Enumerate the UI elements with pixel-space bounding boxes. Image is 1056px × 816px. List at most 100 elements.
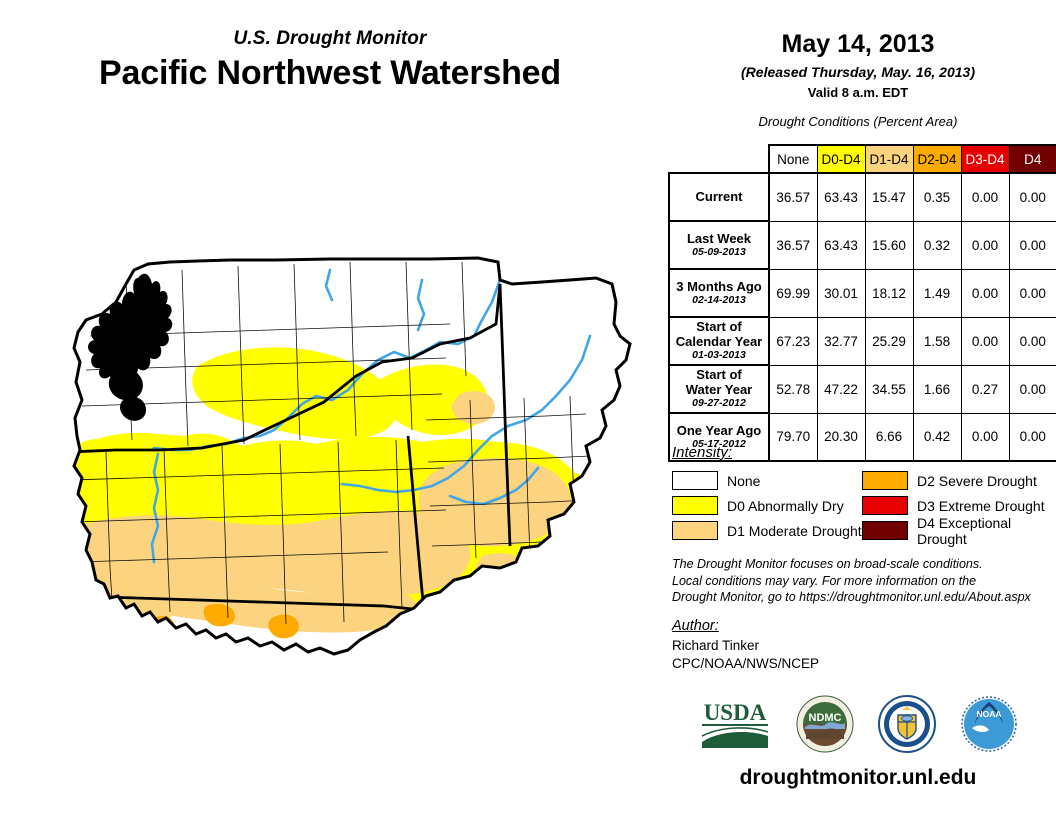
- table-cell: 0.00: [960, 220, 1010, 270]
- legend-swatch: [862, 521, 908, 540]
- map-subtitle: U.S. Drought Monitor: [233, 28, 427, 49]
- table-cell: 1.49: [912, 268, 962, 318]
- legend-swatch: [672, 521, 718, 540]
- table-cell: 30.01: [816, 268, 866, 318]
- map-panel: U.S. Drought Monitor Pacific Northwest W…: [0, 28, 660, 680]
- usda-logo: USDA: [698, 696, 772, 757]
- legend-item: D1 Moderate Drought: [672, 521, 862, 540]
- legend-grid: None D2 Severe Drought D0 Abnormally Dry D3…: [672, 468, 1052, 547]
- row-label-name: Current: [695, 188, 743, 204]
- table-row: 3 Months Ago 02-14-2013 69.99 30.01 18.12 1.4…: [668, 268, 1056, 318]
- legend-swatch: [672, 471, 718, 490]
- table-cell: 36.57: [768, 220, 818, 270]
- legend-item: None: [672, 471, 862, 490]
- legend-item: D4 Exceptional Drought: [862, 515, 1052, 547]
- author-affiliation: CPC/NOAA/NWS/NCEP: [672, 656, 820, 672]
- legend-item: D2 Severe Drought: [862, 471, 1052, 490]
- site-url[interactable]: droughtmonitor.unl.edu: [739, 766, 977, 789]
- table-cell: 0.00: [960, 268, 1010, 318]
- table-cell: 0.35: [912, 172, 962, 222]
- row-label-date: 05-17-2012: [692, 437, 746, 450]
- drought-conditions-table: None D0-D4 D1-D4 D2-D4 D3-D4 D4 Current 36.57 6…: [668, 144, 1056, 462]
- release-date: May 14, 2013: [781, 30, 935, 58]
- table-cell: 47.22: [816, 364, 866, 414]
- table-cell: 52.78: [768, 364, 818, 414]
- table-row: One Year Ago 05-17-2012 79.70 20.30 6.66 0.42…: [668, 412, 1056, 462]
- table-cell: 1.66: [912, 364, 962, 414]
- table-cell: 6.66: [864, 412, 914, 462]
- row-label-name: Last Week: [686, 230, 752, 246]
- map-title-block: U.S. Drought Monitor Pacific Northwest W…: [0, 28, 660, 93]
- ndmc-logo: NDMC: [796, 695, 854, 758]
- table-cell: 0.00: [1008, 172, 1056, 222]
- intensity-legend: Intensity: None D2 Severe Drought D0 Abnor…: [672, 444, 1052, 547]
- svg-text:USDA: USDA: [704, 700, 767, 725]
- disclaimer-line-1: The Drought Monitor focuses on broad-sca…: [672, 557, 983, 571]
- table-col-header-d1-d4: D1-D4: [864, 144, 914, 174]
- row-label-name: Start of Water Year: [685, 367, 753, 397]
- legend-swatch: [672, 496, 718, 515]
- table-cell: 67.23: [768, 316, 818, 366]
- table-cell: 0.00: [960, 172, 1010, 222]
- table-row: Start of Water Year 09-27-2012 52.78 47.22 34…: [668, 364, 1056, 414]
- page-title: Pacific Northwest Watershed: [99, 54, 561, 92]
- disclaimer-line-3: Drought Monitor, go to https://droughtmo…: [672, 590, 1031, 604]
- table-cell: 0.42: [912, 412, 962, 462]
- row-label-name: Start of Calendar Year: [675, 319, 763, 349]
- table-cell: 79.70: [768, 412, 818, 462]
- table-cell: 0.00: [1008, 316, 1056, 366]
- table-col-header-d2-d4: D2-D4: [912, 144, 962, 174]
- row-label: Start of Calendar Year 01-03-2013: [668, 316, 770, 366]
- legend-label: D2 Severe Drought: [917, 472, 1037, 489]
- table-row: Last Week 05-09-2013 36.57 63.43 15.60 0.32 0.…: [668, 220, 1056, 270]
- released-line: (Released Thursday, May. 16, 2013): [741, 64, 975, 80]
- legend-label: None: [727, 472, 761, 489]
- table-corner-cell: [669, 145, 769, 173]
- table-col-header-none: None: [768, 144, 818, 174]
- row-label: Current: [668, 172, 770, 222]
- table-cell: 15.60: [864, 220, 914, 270]
- svg-text:NOAA: NOAA: [976, 709, 1001, 719]
- legend-label: D0 Abnormally Dry: [727, 497, 844, 514]
- table-cell: 36.57: [768, 172, 818, 222]
- author-name: Richard Tinker: [672, 638, 760, 653]
- legend-label: D4 Exceptional Drought: [917, 514, 1012, 547]
- row-label-date: 02-14-2013: [692, 293, 746, 306]
- disclaimer-text: The Drought Monitor focuses on broad-sca…: [672, 556, 1056, 606]
- table-cell: 0.00: [960, 316, 1010, 366]
- table-col-header-d3-d4: D3-D4: [960, 144, 1010, 174]
- row-label-name: One Year Ago: [676, 422, 762, 438]
- row-label-date: 01-03-2013: [692, 349, 746, 362]
- table-header-row: None D0-D4 D1-D4 D2-D4 D3-D4 D4: [669, 144, 1056, 174]
- logo-row: USDA NDMC: [660, 690, 1056, 762]
- table-col-header-d0-d4: D0-D4: [816, 144, 866, 174]
- info-panel: May 14, 2013 (Released Thursday, May. 16…: [660, 0, 1056, 816]
- table-cell: 34.55: [864, 364, 914, 414]
- intensity-label: Intensity:: [672, 444, 733, 461]
- row-label-name: 3 Months Ago: [676, 278, 762, 294]
- table-cell: 63.43: [816, 220, 866, 270]
- table-cell: 32.77: [816, 316, 866, 366]
- drought-map[interactable]: [30, 240, 650, 680]
- legend-item: D3 Extreme Drought: [862, 496, 1052, 515]
- table-cell: 1.58: [912, 316, 962, 366]
- legend-item: D0 Abnormally Dry: [672, 496, 862, 515]
- table-cell: 0.00: [960, 412, 1010, 462]
- disclaimer-line-2: Local conditions may vary. For more info…: [672, 573, 977, 588]
- table-cell: 20.30: [816, 412, 866, 462]
- row-label: 3 Months Ago 02-14-2013: [668, 268, 770, 318]
- table-cell: 0.27: [960, 364, 1010, 414]
- commerce-seal-logo: [878, 694, 936, 758]
- row-label: One Year Ago 05-17-2012: [668, 412, 770, 462]
- valid-line: Valid 8 a.m. EDT: [807, 85, 909, 100]
- table-cell: 15.47: [864, 172, 914, 222]
- table-cell: 25.29: [864, 316, 914, 366]
- table-cell: 0.00: [1008, 412, 1056, 462]
- legend-swatch: [862, 471, 908, 490]
- row-label-date: 09-27-2012: [692, 397, 746, 410]
- author-block: Author: Richard Tinker CPC/NOAA/NWS/NCEP: [672, 618, 1052, 673]
- table-cell: 0.00: [1008, 364, 1056, 414]
- author-label: Author:: [672, 618, 719, 634]
- noaa-logo: NOAA: [960, 695, 1018, 758]
- date-block: May 14, 2013 (Released Thursday, May. 16…: [660, 0, 1056, 129]
